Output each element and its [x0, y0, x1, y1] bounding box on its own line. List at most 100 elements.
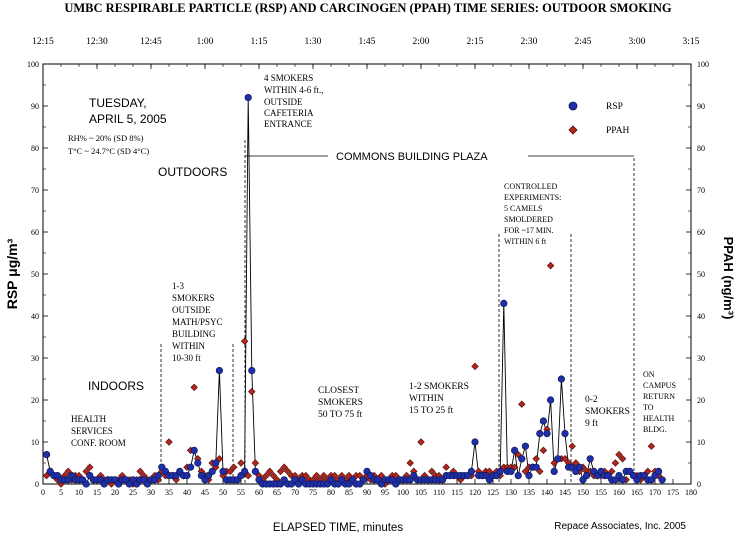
top-tick-label: 1:45 [359, 37, 376, 47]
credit: Repace Associates, Inc. 2005 [554, 521, 686, 532]
annotation-oncampus-line: RETURN [643, 392, 675, 401]
rsp-point [554, 455, 562, 463]
annotation-onetwo-line: 1-2 SMOKERS [409, 382, 469, 392]
rsp-point [251, 467, 259, 476]
ppah-series-points [42, 261, 666, 488]
y-tick-label-right: 50 [697, 270, 705, 279]
annotation-closest-line: SMOKERS [318, 398, 363, 408]
annotation-math-line: OUTSIDE [172, 305, 211, 315]
ppah-point [647, 442, 656, 450]
ppah-point [312, 471, 321, 480]
x-tick-label: 20 [111, 488, 119, 497]
top-tick-label: 2:00 [413, 37, 430, 47]
annotation-health-line: SERVICES [71, 426, 113, 436]
y-tick-label: 0 [35, 480, 39, 489]
annotation-oncampus-line: CAMPUS [643, 381, 676, 390]
ppah-point [86, 463, 94, 471]
y-axis-right: 0 10 20 30 40 50 60 70 80 90 100 [686, 60, 709, 489]
annotation-closest: CLOSEST SMOKERS 50 TO 75 ft [318, 386, 365, 420]
rsp-point [219, 467, 227, 476]
ppah-point [240, 337, 249, 345]
rsp-point [496, 467, 504, 476]
x-tick-label: 130 [505, 488, 517, 497]
y-tick-label: 60 [31, 228, 39, 237]
x-axis-label: ELAPSED TIME, minutes [273, 522, 403, 534]
y-tick-label-right: 80 [697, 144, 705, 153]
ppah-point [320, 471, 328, 480]
annotation-oncampus: ON CAMPUS RETURN TO HEALTH BLDG. [643, 370, 678, 434]
annotation-controlled-line: SMOLDERED [504, 215, 553, 224]
rsp-point [532, 463, 540, 471]
y-tick-label: 90 [31, 102, 39, 111]
x-tick-label: 115 [451, 488, 463, 497]
y-tick-label: 70 [31, 186, 39, 195]
x-tick-label: 160 [613, 488, 625, 497]
annotation-closest-line: CLOSEST [318, 386, 359, 396]
ppah-point [611, 459, 620, 467]
ppah-point [230, 463, 238, 471]
y-tick-label: 80 [31, 144, 39, 153]
ppah-point [190, 383, 198, 392]
x-tick-label: 5 [59, 488, 63, 497]
rsp-point [183, 472, 191, 480]
annotation-zerotwo-line: 9 ft [585, 418, 598, 429]
y-tick-label-right: 30 [697, 354, 705, 363]
ppah-point [251, 459, 260, 467]
rsp-point [208, 467, 216, 476]
ppah-point [226, 467, 234, 476]
ppah-point [165, 438, 173, 446]
chart-title: UMBC RESPIRABLE PARTICLE (RSP) AND CARCI… [64, 1, 672, 15]
top-tick-label: 12:30 [86, 37, 108, 47]
rsp-point [557, 375, 566, 383]
x-tick-label: 145 [559, 488, 571, 497]
rsp-point [187, 463, 195, 471]
rsp-point [244, 93, 252, 102]
ppah-point [262, 471, 270, 480]
ppah-point [248, 387, 256, 396]
rsp-point [575, 463, 584, 471]
rsp-point [539, 417, 548, 425]
x-tick-label: 30 [147, 488, 155, 497]
rsp-point [467, 467, 476, 476]
rsp-point [154, 472, 162, 480]
ppah-point [276, 467, 285, 476]
ppah-point [568, 442, 576, 450]
y-tick-label-right: 90 [697, 102, 705, 111]
rsp-point [582, 472, 591, 480]
rsp-point [546, 396, 555, 404]
rsp-point [212, 459, 220, 467]
x-tick-label: 95 [381, 488, 389, 497]
annotation-date-1: TUESDAY, [89, 96, 147, 110]
x-tick-label: 155 [595, 488, 607, 497]
annotation-cafeteria-line: 4 SMOKERS [264, 73, 313, 83]
x-tick-label: 80 [327, 488, 335, 497]
x-tick-label: 110 [433, 488, 445, 497]
ppah-point [442, 463, 450, 471]
ppah-point [136, 467, 144, 476]
x-tick-label: 0 [41, 488, 45, 497]
x-tick-label: 90 [363, 488, 371, 497]
annotation-controlled-line: WITHIN 6 ft [504, 237, 547, 246]
ppah-point [356, 471, 364, 480]
ppah-point [269, 471, 278, 480]
annotation-cafeteria-line: WITHIN 4-6 ft., [264, 85, 323, 95]
legend-rsp-marker [568, 101, 578, 111]
ppah-point [561, 455, 569, 463]
y-tick-label-right: 70 [697, 186, 705, 195]
top-tick-label: 3:00 [629, 37, 646, 47]
top-tick-label: 2:15 [467, 37, 484, 47]
x-tick-label: 60 [255, 488, 263, 497]
y-axis-label-left: RSP μg/m³ [4, 238, 20, 309]
annotation-oncampus-line: HEALTH [643, 414, 674, 423]
annotation-math-line: WITHIN [172, 341, 205, 351]
x-tick-label: 105 [415, 488, 427, 497]
top-tick-label: 3:15 [683, 37, 700, 47]
annotation-oncampus-line: ON [643, 370, 655, 379]
x-tick-label: 65 [273, 488, 281, 497]
annotation-health: HEALTH SERVICES CONF. ROOM [71, 414, 126, 448]
legend-ppah-label: PPAH [606, 126, 630, 136]
rsp-point [543, 430, 551, 438]
rsp-point [518, 455, 526, 463]
ppah-point [471, 362, 479, 371]
